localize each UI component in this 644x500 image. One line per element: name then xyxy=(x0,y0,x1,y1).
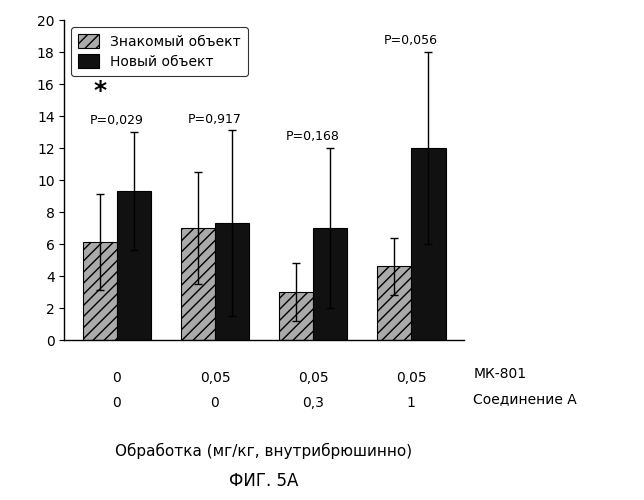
Text: 0,05: 0,05 xyxy=(396,370,426,384)
Text: 1: 1 xyxy=(407,396,415,409)
Bar xyxy=(279,292,313,340)
Text: P=0,917: P=0,917 xyxy=(188,112,242,126)
Text: P=0,168: P=0,168 xyxy=(286,130,340,143)
Text: 0,3: 0,3 xyxy=(302,396,324,409)
Bar xyxy=(412,148,446,340)
Bar xyxy=(181,228,215,340)
Bar xyxy=(117,191,151,340)
Text: МК-801: МК-801 xyxy=(473,368,526,382)
Text: 0: 0 xyxy=(113,396,121,409)
Text: Соединение A: Соединение A xyxy=(473,392,577,406)
Text: P=0,056: P=0,056 xyxy=(384,34,438,47)
Text: 0,05: 0,05 xyxy=(200,370,231,384)
Text: P=0,029: P=0,029 xyxy=(90,114,144,127)
Text: 0: 0 xyxy=(211,396,220,409)
Bar xyxy=(377,266,412,340)
Bar xyxy=(313,228,347,340)
Text: 0,05: 0,05 xyxy=(298,370,328,384)
Text: Обработка (мг/кг, внутрибрюшинно): Обработка (мг/кг, внутрибрюшинно) xyxy=(115,442,413,458)
Legend: Знакомый объект, Новый объект: Знакомый объект, Новый объект xyxy=(71,27,248,76)
Text: *: * xyxy=(93,79,106,103)
Text: 0: 0 xyxy=(113,370,121,384)
Bar xyxy=(82,242,117,340)
Text: ФИГ. 5A: ФИГ. 5A xyxy=(229,472,299,490)
Bar xyxy=(215,223,249,340)
